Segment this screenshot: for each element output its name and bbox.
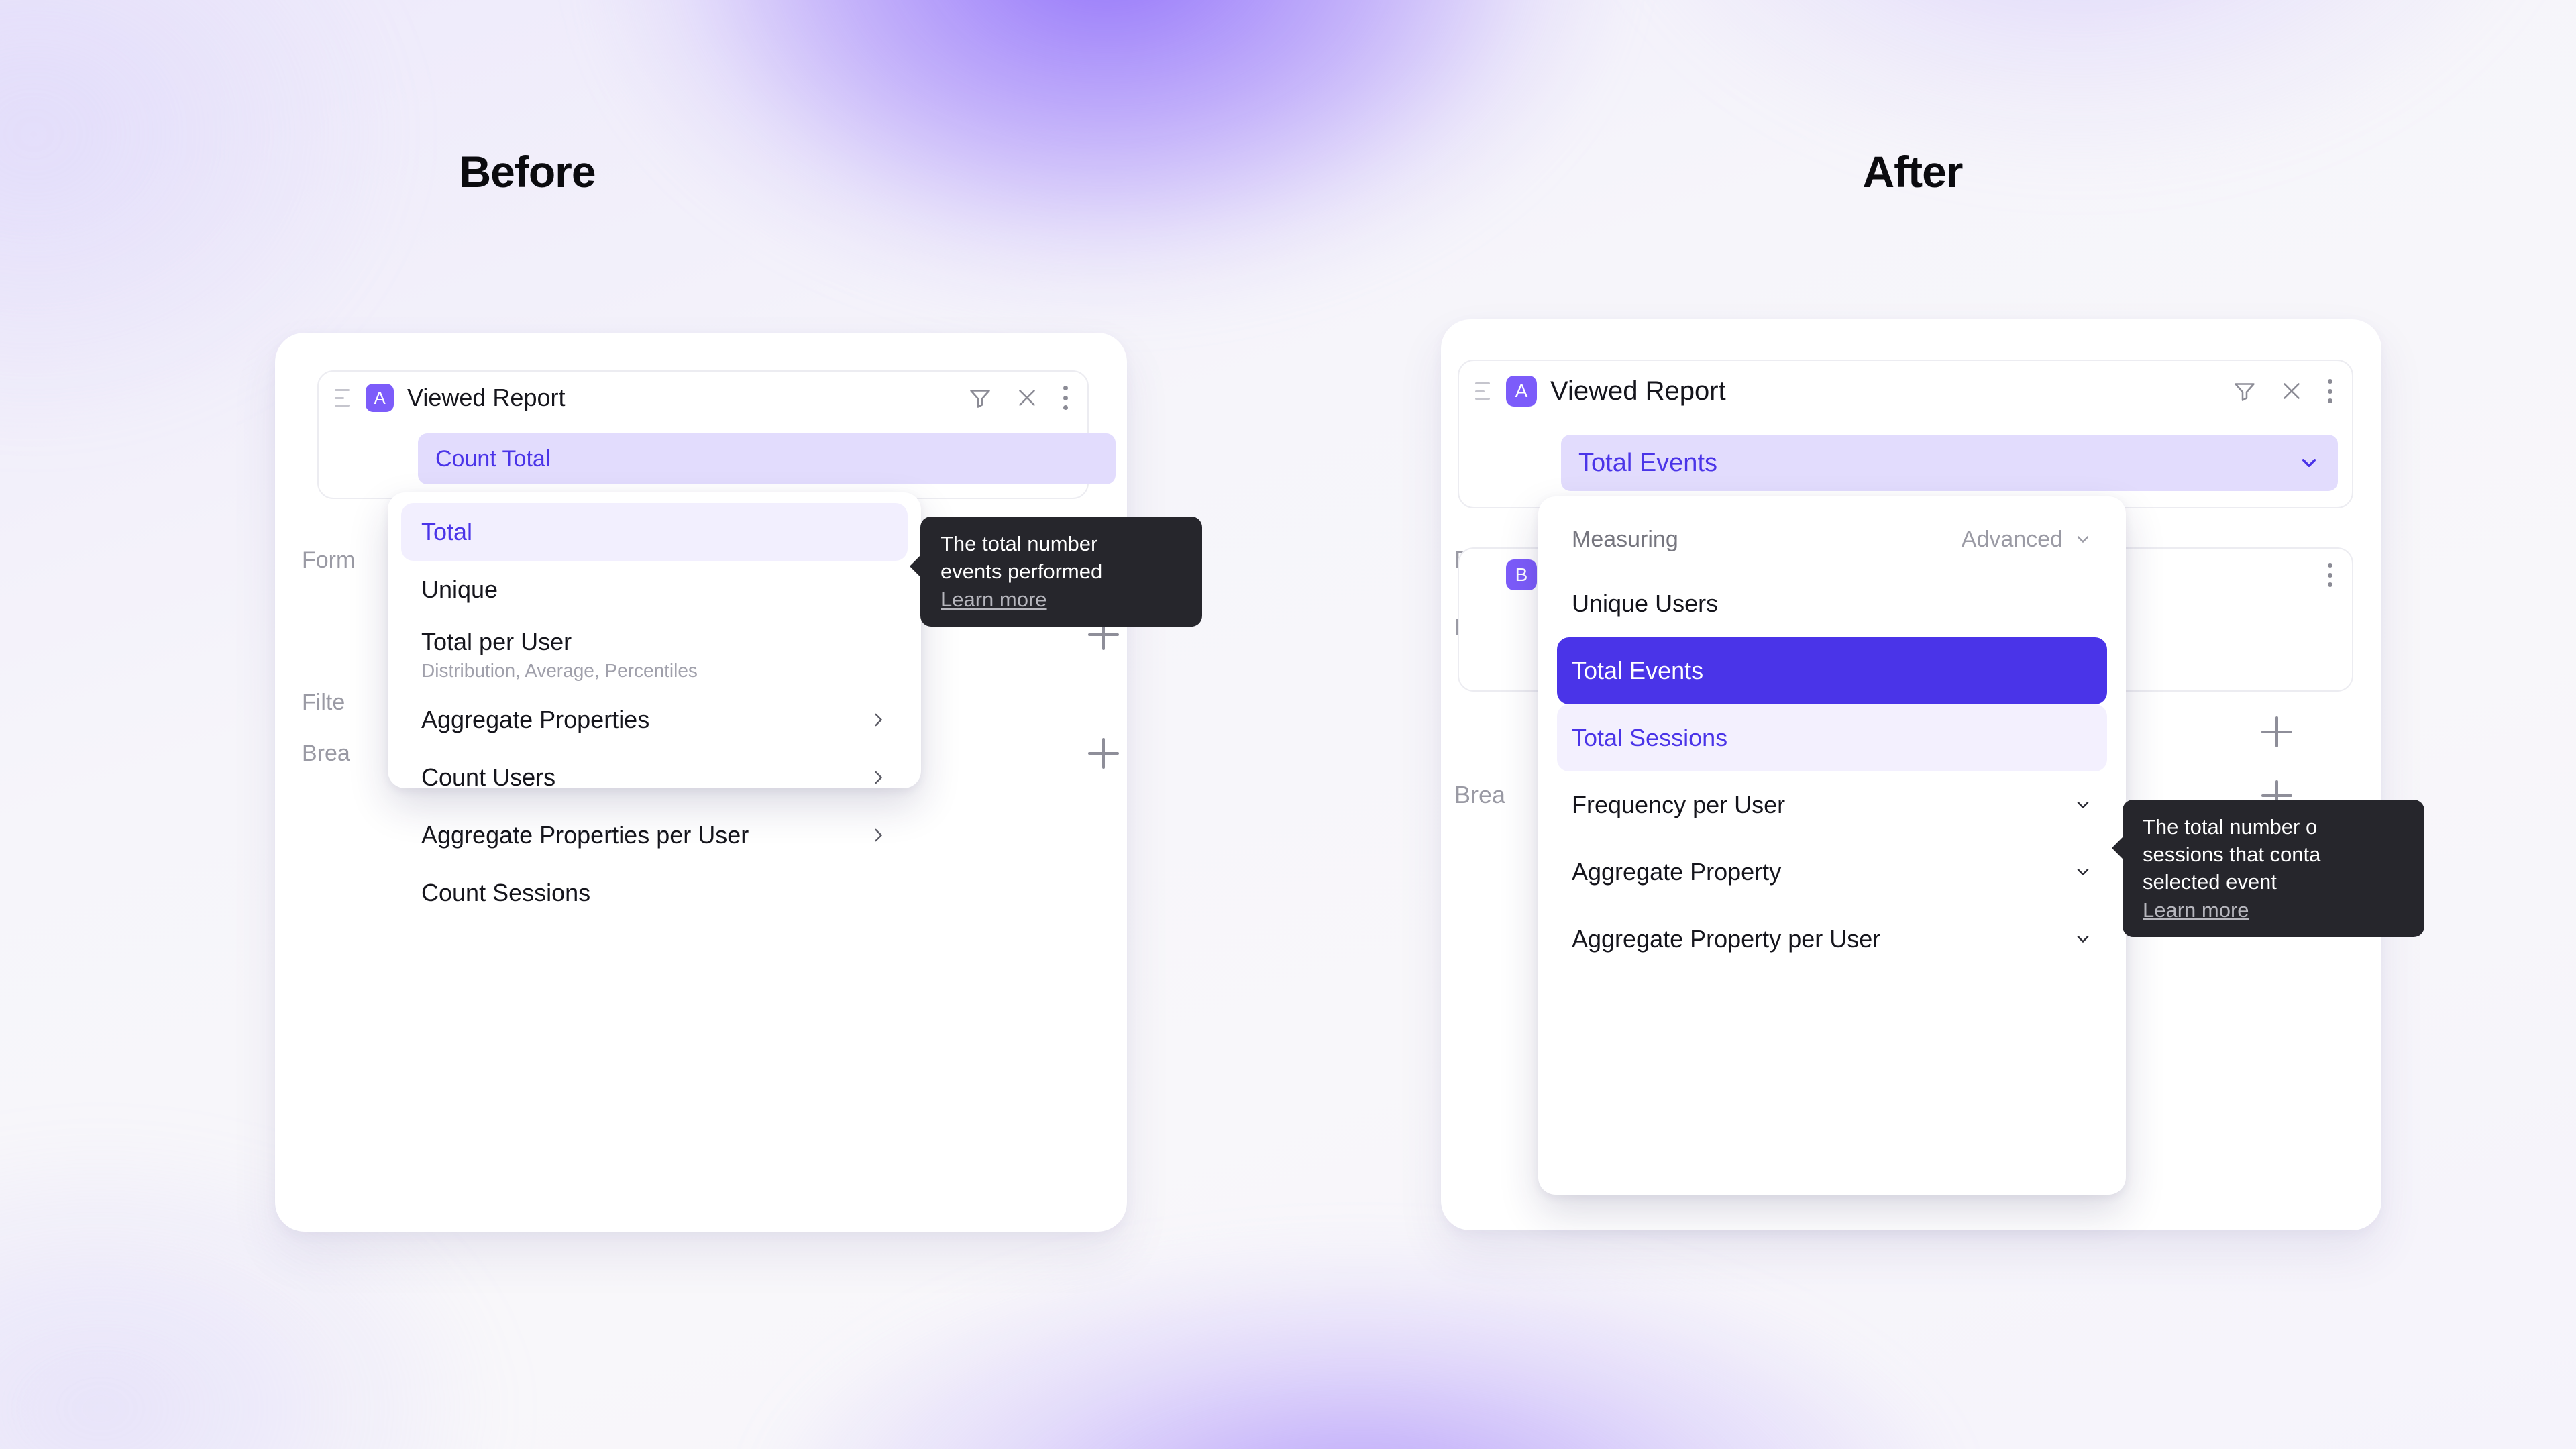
drag-handle-icon[interactable] [335, 389, 354, 407]
measuring-label: Measuring [1572, 526, 1678, 552]
event-card-a-actions [968, 386, 1069, 410]
tooltip-line-1: The total number o [2143, 815, 2318, 839]
menu-item-count-sessions[interactable]: Count Sessions [401, 864, 908, 922]
event-title-a: Viewed Report [407, 384, 566, 411]
measure-chip-label: Total Events [1578, 448, 1717, 477]
menu-item-label: Total per User [421, 628, 572, 655]
menu-item-label: Aggregate Property [1572, 858, 1782, 885]
measure-chip-before[interactable]: Count Total [418, 433, 1116, 484]
tooltip-arrow [910, 554, 922, 578]
menu-item-aggregate-properties[interactable]: Aggregate Properties [401, 691, 908, 749]
menu-item-label: Total Events [1572, 657, 1704, 684]
event-badge-a: A [366, 384, 394, 412]
tooltip-arrow [2112, 836, 2124, 860]
menu-item-aggregate-properties-per-user[interactable]: Aggregate Properties per User [401, 806, 908, 864]
tooltip-before: The total number events performed Learn … [910, 517, 1202, 627]
menu-item-label: Total [421, 518, 473, 545]
chevron-right-icon [875, 713, 882, 727]
breakdown-label: Brea [302, 741, 350, 766]
menu-item-total-per-user[interactable]: Total per User Distribution, Average, Pe… [401, 619, 908, 691]
breakdown-row-after: Brea [1454, 781, 1505, 809]
tooltip-after: The total number o sessions that conta s… [2112, 800, 2424, 937]
measure-chip-label: Count Total [435, 445, 551, 472]
menu-item-aggregate-property[interactable]: Aggregate Property [1557, 839, 2107, 906]
menu-item-frequency-per-user[interactable]: Frequency per User [1557, 771, 2107, 839]
menu-item-label: Aggregate Properties [421, 706, 650, 733]
filter-row-before: Filte [302, 690, 345, 716]
breakdown-label: Brea [1454, 781, 1506, 808]
event-card-a-after-header: A Viewed Report [1459, 361, 2352, 421]
measure-chip-after[interactable]: Total Events [1561, 435, 2338, 491]
menu-item-label: Total Sessions [1572, 724, 1728, 751]
formula-label: Form [302, 547, 356, 573]
filter-label: Filte [302, 690, 345, 715]
add-filter-button-after[interactable] [2261, 716, 2292, 747]
event-card-a-after: A Viewed Report Total Events [1458, 360, 2353, 508]
add-breakdown-button-before[interactable] [1088, 738, 1119, 769]
event-badge-a: A [1506, 376, 1537, 407]
event-card-b-after-header: B [1459, 549, 2352, 601]
chevron-right-icon [875, 828, 882, 842]
menu-item-label: Unique Users [1572, 590, 1719, 617]
chevron-down-icon [2077, 802, 2089, 808]
close-icon[interactable] [2279, 379, 2304, 403]
event-card-b-after-actions [2326, 563, 2333, 587]
chevron-right-icon [875, 771, 882, 784]
menu-item-label: Aggregate Properties per User [421, 821, 749, 849]
add-filter-button-before[interactable] [1088, 619, 1119, 650]
chevron-down-icon [2077, 536, 2089, 543]
before-heading: Before [459, 147, 596, 197]
menu-item-label: Count Sessions [421, 879, 591, 906]
tooltip-line-2: events performed [941, 559, 1103, 583]
event-card-a: A Viewed Report Count Total [317, 370, 1116, 499]
event-card-a-header: A Viewed Report [319, 372, 1087, 424]
more-vertical-icon[interactable] [1062, 386, 1069, 410]
measure-dropdown-header: Measuring Advanced [1538, 508, 2126, 570]
menu-item-label: Count Users [421, 763, 556, 791]
tooltip-learn-more-link[interactable]: Learn more [2143, 898, 2249, 922]
menu-item-count-users[interactable]: Count Users [401, 749, 908, 806]
tooltip-line-3: selected event [2143, 870, 2277, 894]
event-card-a-after-actions [2233, 379, 2333, 403]
tooltip-line-2: sessions that conta [2143, 843, 2321, 866]
breakdown-row-before: Brea [302, 741, 350, 767]
menu-item-label: Aggregate Property per User [1572, 925, 1881, 953]
formula-row-before: Form [302, 547, 355, 574]
after-heading: After [1862, 147, 1963, 197]
measure-dropdown-after: Measuring Advanced Unique Users Total Ev… [1538, 496, 2126, 1195]
menu-item-sublabel: Distribution, Average, Percentiles [421, 660, 698, 681]
tooltip-line-1: The total number [941, 532, 1098, 555]
chevron-down-icon [2077, 936, 2089, 943]
menu-item-label: Frequency per User [1572, 791, 1786, 818]
filter-icon[interactable] [2233, 379, 2257, 403]
more-vertical-icon[interactable] [2326, 379, 2333, 403]
close-icon[interactable] [1015, 386, 1039, 410]
menu-item-unique-users[interactable]: Unique Users [1557, 570, 2107, 637]
menu-item-label: Unique [421, 576, 498, 603]
menu-item-unique[interactable]: Unique [401, 561, 908, 619]
measure-dropdown-before: Total Unique Total per User Distribution… [388, 492, 921, 906]
event-badge-b: B [1506, 559, 1537, 590]
advanced-label: Advanced [1961, 526, 2063, 552]
drag-handle-icon[interactable] [1475, 382, 1494, 400]
menu-item-aggregate-property-per-user[interactable]: Aggregate Property per User [1557, 906, 2107, 973]
menu-item-total-sessions[interactable]: Total Sessions [1557, 704, 2107, 771]
more-vertical-icon[interactable] [2326, 563, 2333, 587]
filter-icon[interactable] [968, 386, 992, 410]
menu-item-total[interactable]: Total [401, 503, 908, 561]
chevron-down-icon [2302, 459, 2316, 467]
event-title-a: Viewed Report [1550, 376, 1726, 406]
add-breakdown-button-after[interactable] [2261, 780, 2292, 811]
menu-item-total-events[interactable]: Total Events [1557, 637, 2107, 704]
tooltip-learn-more-link[interactable]: Learn more [941, 588, 1047, 611]
chevron-down-icon [2077, 869, 2089, 875]
advanced-toggle[interactable]: Advanced [1962, 527, 2092, 553]
